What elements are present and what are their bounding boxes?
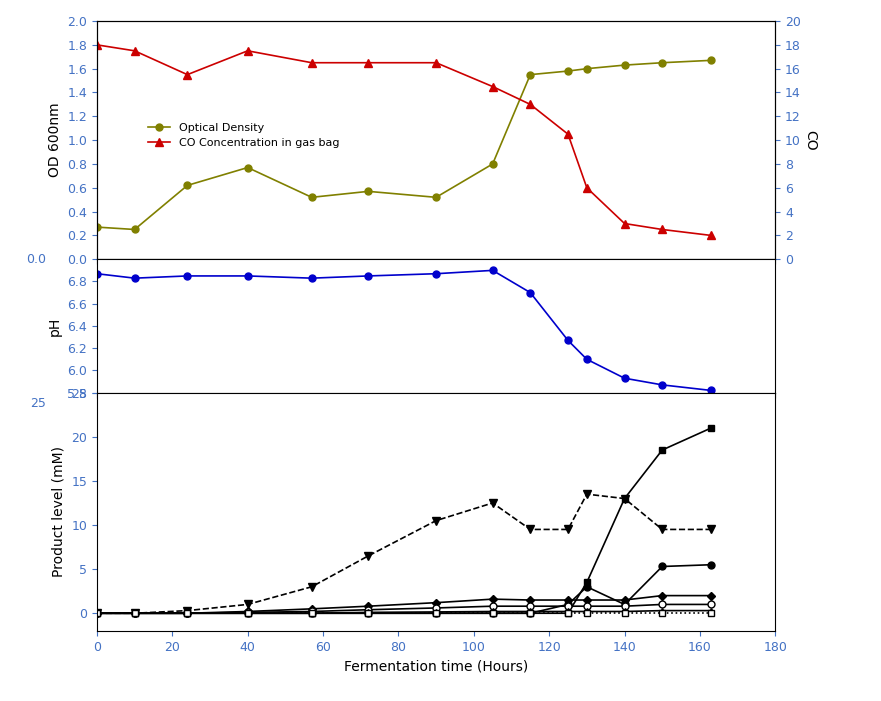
Optical Density [363,187,374,196]
Optical Density [706,56,716,64]
CO Concentration in gas bag [657,225,668,233]
Optical Density [563,67,574,75]
Optical Density [307,193,317,201]
CO Concentration in gas bag [363,58,374,67]
CO Concentration in gas bag [487,82,498,90]
Y-axis label: Product level (mM): Product level (mM) [52,447,66,578]
Legend: Optical Density, CO Concentration in gas bag: Optical Density, CO Concentration in gas… [144,118,344,153]
Optical Density [92,223,102,231]
Text: 25: 25 [30,397,46,410]
Optical Density [487,160,498,168]
Optical Density [619,61,630,69]
CO Concentration in gas bag [242,46,253,55]
Line: Optical Density: Optical Density [93,57,714,233]
Text: 0.0: 0.0 [26,253,46,266]
Y-axis label: CO: CO [803,130,818,151]
Optical Density [581,64,592,73]
Y-axis label: pH: pH [48,316,62,336]
Optical Density [525,70,536,79]
Optical Density [431,193,441,201]
CO Concentration in gas bag [130,46,140,55]
Optical Density [130,225,140,233]
CO Concentration in gas bag [706,231,716,240]
CO Concentration in gas bag [619,219,630,228]
CO Concentration in gas bag [92,41,102,49]
Optical Density [657,58,668,67]
CO Concentration in gas bag [431,58,441,67]
Optical Density [182,181,193,189]
Line: CO Concentration in gas bag: CO Concentration in gas bag [93,41,715,240]
Y-axis label: OD 600nm: OD 600nm [48,103,62,177]
CO Concentration in gas bag [563,130,574,138]
CO Concentration in gas bag [182,70,193,79]
X-axis label: Fermentation time (Hours): Fermentation time (Hours) [344,659,529,673]
CO Concentration in gas bag [307,58,317,67]
Optical Density [242,163,253,172]
CO Concentration in gas bag [581,184,592,192]
CO Concentration in gas bag [525,100,536,109]
